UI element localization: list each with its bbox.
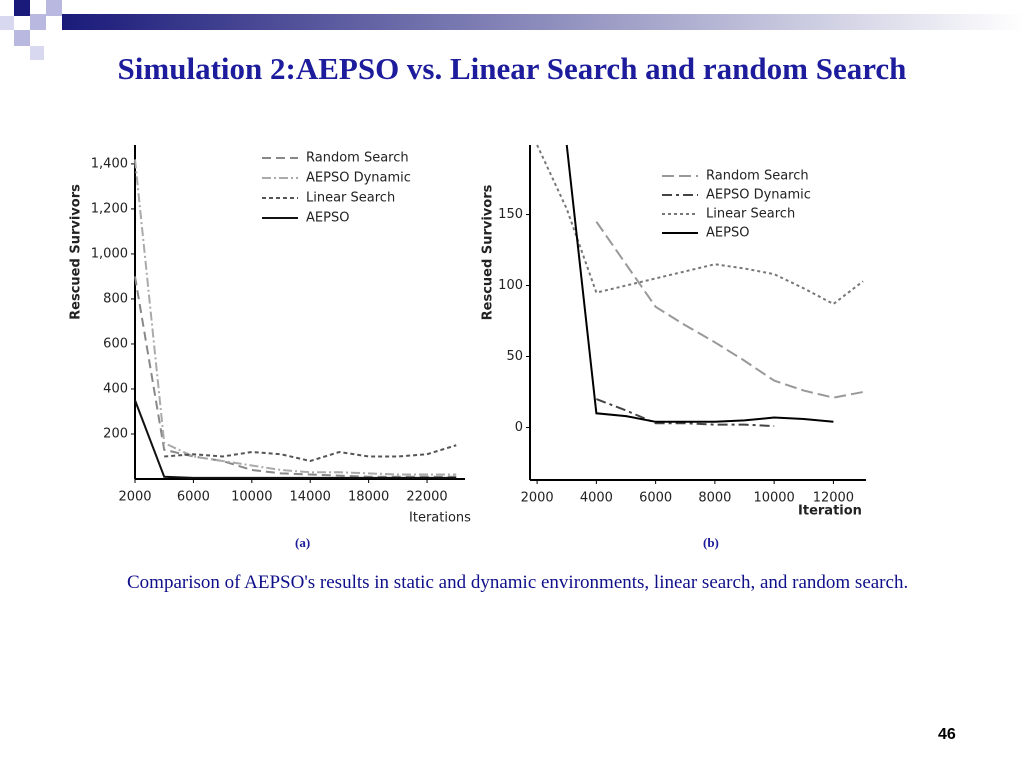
series-line	[565, 144, 834, 423]
y-tick-label: 1,200	[91, 201, 128, 216]
y-tick-label: 50	[506, 349, 523, 364]
y-tick-label: 0	[515, 420, 523, 435]
caption: Comparison of AEPSO's results in static …	[127, 572, 909, 593]
legend-label: Random Search	[306, 151, 409, 166]
y-tick-label: 600	[103, 336, 128, 351]
x-tick-label: 6000	[177, 490, 210, 505]
y-tick-label: 150	[498, 207, 523, 222]
x-axis-label: Iteration	[798, 504, 862, 519]
subfigure-label: (a)	[295, 535, 311, 550]
legend-label: Linear Search	[706, 207, 795, 222]
legend-label: Random Search	[706, 169, 809, 184]
x-tick-label: 10000	[231, 490, 272, 505]
header-bar	[62, 14, 1024, 30]
x-tick-label: 12000	[813, 491, 854, 506]
series-line	[536, 144, 864, 306]
x-axis-label: Iterations	[409, 511, 471, 526]
y-tick-label: 1,400	[91, 156, 128, 171]
legend-label: AEPSO Dynamic	[306, 171, 411, 186]
deco-square	[30, 14, 46, 30]
deco-square	[14, 0, 30, 16]
series-line	[596, 398, 775, 428]
x-tick-label: 14000	[290, 490, 331, 505]
x-tick-label: 4000	[580, 491, 613, 506]
x-tick-label: 8000	[698, 491, 731, 506]
legend-label: Linear Search	[306, 191, 395, 206]
y-tick-label: 100	[498, 278, 523, 293]
y-tick-label: 800	[103, 291, 128, 306]
x-tick-label: 2000	[521, 491, 554, 506]
slide-title: Simulation 2:AEPSO vs. Linear Search and…	[117, 51, 907, 86]
series-line	[595, 221, 864, 399]
x-tick-label: 2000	[118, 490, 151, 505]
legend-label: AEPSO Dynamic	[706, 188, 811, 203]
deco-square	[30, 46, 44, 60]
y-tick-label: 400	[103, 381, 128, 396]
y-axis-label: Rescued Survivors	[69, 184, 84, 320]
x-tick-label: 18000	[348, 490, 389, 505]
series-line	[134, 159, 457, 476]
y-tick-label: 200	[103, 426, 128, 441]
page-number: 46	[938, 726, 956, 743]
deco-square	[0, 16, 14, 30]
legend-label: AEPSO	[306, 211, 349, 226]
series-line	[134, 276, 457, 478]
x-tick-label: 6000	[639, 491, 672, 506]
y-tick-label: 1,000	[91, 246, 128, 261]
series-line	[134, 399, 457, 479]
y-axis-label: Rescued Survivors	[481, 184, 496, 320]
x-tick-label: 22000	[406, 490, 447, 505]
legend-label: AEPSO	[706, 226, 749, 241]
deco-square	[46, 0, 62, 16]
x-tick-label: 10000	[753, 491, 794, 506]
series-line	[164, 444, 457, 463]
deco-square	[14, 30, 30, 46]
subfigure-label: (b)	[703, 535, 719, 550]
